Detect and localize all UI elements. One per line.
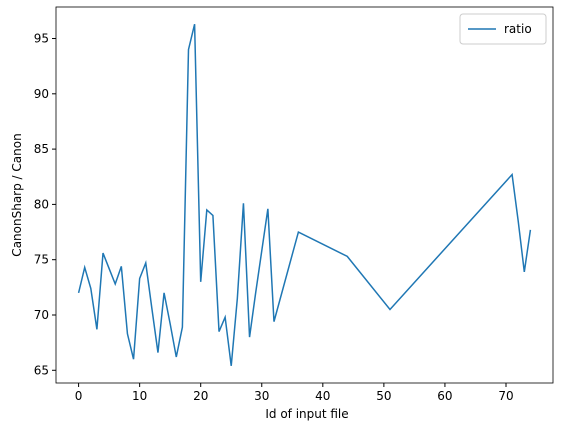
y-tick-label: 90 (34, 87, 49, 101)
y-tick-label: 85 (34, 142, 49, 156)
legend-label: ratio (504, 22, 532, 36)
line (77, 23, 532, 366)
y-tick-label: 75 (34, 253, 49, 267)
y-tick-label: 70 (34, 308, 49, 322)
y-tick-label: 95 (34, 32, 49, 46)
x-tick-label: 40 (315, 389, 330, 403)
plot-frame (55, 6, 554, 384)
x-axis-label: Id of input file (265, 407, 348, 421)
x-tick-label: 20 (193, 389, 208, 403)
legend-box (459, 13, 547, 45)
x-tick-label: 30 (254, 389, 269, 403)
y-axis-label: CanonSharp / Canon (10, 133, 24, 256)
x-tick-label: 10 (132, 389, 147, 403)
x-tick-label: 0 (75, 389, 83, 403)
y-tick-label: 80 (34, 197, 49, 211)
y-tick-label: 65 (34, 363, 49, 377)
x-tick-label: 50 (376, 389, 391, 403)
x-tick-label: 60 (437, 389, 452, 403)
x-tick-label: 70 (498, 389, 513, 403)
